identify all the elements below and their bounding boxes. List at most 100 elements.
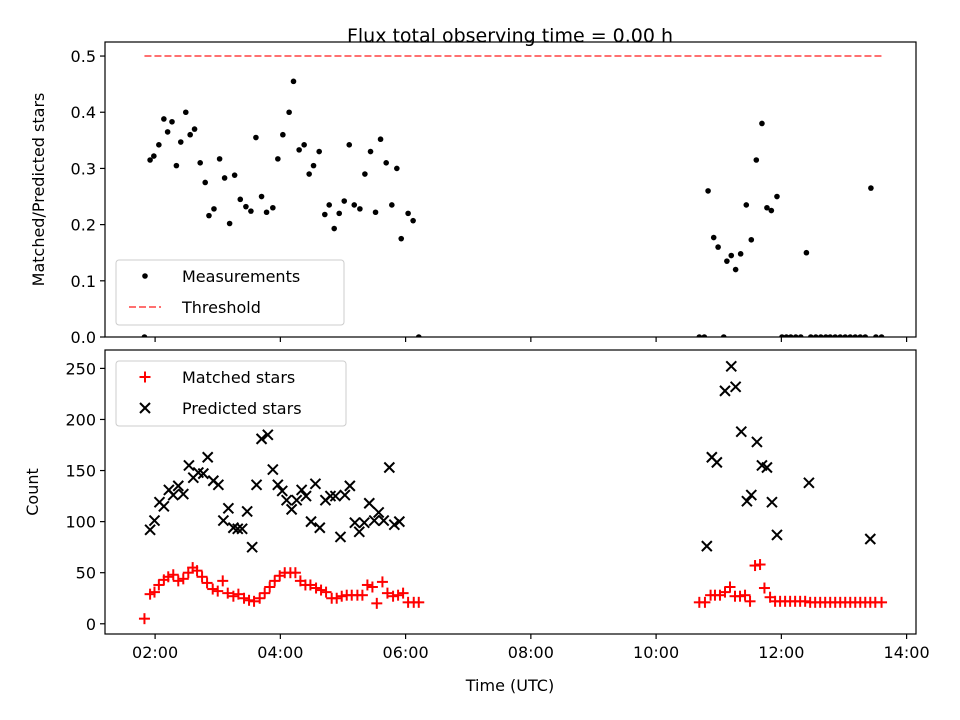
predicted-star-point	[172, 480, 184, 492]
measurement-point	[263, 209, 270, 216]
legend-marker	[139, 371, 151, 383]
predicted-star-point	[201, 451, 214, 463]
predicted-star-point	[314, 522, 326, 534]
measurement-point	[270, 204, 276, 211]
measurement-point	[253, 134, 259, 141]
y-axis-label: Count	[23, 468, 42, 516]
predicted-star-point	[761, 461, 773, 474]
predicted-star-point	[349, 516, 361, 529]
matched-star-point	[153, 579, 165, 591]
measurement-point	[728, 252, 735, 259]
y-tick-label: 0.3	[71, 159, 96, 178]
y-tick-label: 0.2	[71, 216, 96, 235]
measurement-point	[724, 258, 730, 264]
matched-star-point	[212, 585, 224, 597]
measurement-point	[857, 334, 864, 337]
predicted-star-point	[383, 461, 396, 474]
measurement-point	[827, 334, 834, 337]
matched-star-point	[148, 586, 160, 598]
predicted-star-point	[329, 490, 342, 502]
y-tick-label: 100	[65, 513, 96, 532]
measurement-point	[367, 148, 374, 155]
plot-area-1	[138, 360, 888, 625]
matched-star-point	[232, 588, 244, 600]
measurement-point	[296, 147, 302, 153]
predicted-star-point	[241, 505, 253, 518]
matched-star-point	[254, 592, 266, 604]
measurement-point	[357, 206, 363, 212]
measurement-point	[151, 153, 157, 159]
measurement-point	[837, 334, 844, 337]
matched-star-point	[138, 613, 150, 625]
measurement-point	[237, 196, 244, 203]
predicted-star-point	[250, 479, 263, 491]
measurement-point	[710, 234, 717, 241]
matched-star-point	[289, 567, 301, 579]
predicted-star-point	[144, 524, 156, 536]
matched-star-point	[191, 565, 203, 577]
matched-star-point	[222, 587, 234, 599]
predicted-star-point	[272, 479, 284, 491]
measurement-point	[818, 334, 824, 337]
predicted-star-point	[377, 514, 390, 527]
legend-entry: Predicted stars	[182, 399, 302, 418]
y-tick-label: 200	[65, 410, 96, 429]
legend-box	[115, 360, 347, 427]
predicted-star-point	[309, 478, 322, 490]
y-axis-label: Matched/Predicted stars	[29, 93, 48, 287]
y-tick-label: 0	[86, 615, 96, 634]
measurement-point	[341, 198, 348, 204]
measurement-point	[216, 156, 223, 162]
matched-star-point	[315, 584, 327, 596]
measurement-point	[336, 210, 343, 217]
measurement-point	[696, 334, 703, 337]
legend: Measurements Threshold	[115, 259, 345, 326]
measurement-point	[410, 217, 416, 224]
measurement-point	[248, 208, 254, 214]
matched-star-point	[310, 582, 322, 594]
measurement-point	[351, 202, 358, 208]
matched-star-point	[392, 589, 404, 601]
matched-star-point	[269, 575, 281, 587]
predicted-star-point	[236, 523, 248, 535]
chart-title: Flux total observing time = 0.00 h	[347, 25, 673, 47]
measurement-point	[231, 172, 238, 178]
measurement-point	[211, 206, 217, 212]
bottom-panel: 02:00 04:00 06:00 08:00 10:00 12:00 14:00 0 50 10…	[23, 349, 930, 662]
matched-star-point	[381, 587, 393, 599]
predicted-star-point	[339, 489, 351, 501]
measurement-point	[156, 142, 162, 148]
measurement-point	[862, 334, 869, 337]
matched-star-point	[739, 589, 751, 601]
measurement-point	[701, 334, 708, 337]
x-tick-label: 02:00	[132, 643, 178, 662]
predicted-star-point	[217, 514, 230, 527]
measurement-point	[258, 193, 265, 200]
measurement-point	[807, 334, 814, 337]
matched-star-point	[376, 576, 388, 588]
matched-star-point	[336, 590, 348, 602]
predicted-star-point	[158, 500, 170, 513]
matched-star-point	[304, 579, 316, 591]
predicted-star-point	[262, 429, 274, 441]
predicted-star-point	[197, 467, 210, 480]
y-tick-label: 0.0	[71, 328, 96, 347]
x-axis-label: Time (UTC)	[465, 676, 554, 695]
measurement-point	[842, 334, 849, 337]
predicted-star-point	[285, 503, 298, 516]
matched-star-point	[196, 571, 208, 583]
matched-star-point	[201, 577, 213, 589]
measurement-point	[792, 334, 799, 337]
measurement-point	[372, 209, 379, 216]
x-tick-label: 04:00	[257, 643, 303, 662]
measurement-point	[720, 334, 727, 337]
matched-star-point	[758, 582, 770, 594]
predicted-star-point	[766, 496, 778, 508]
measurement-point	[306, 171, 312, 177]
predicted-star-point	[148, 514, 161, 527]
matched-star-point	[238, 592, 250, 604]
measurement-point	[415, 334, 422, 337]
measurement-point	[187, 131, 193, 138]
matched-star-point	[162, 571, 174, 583]
